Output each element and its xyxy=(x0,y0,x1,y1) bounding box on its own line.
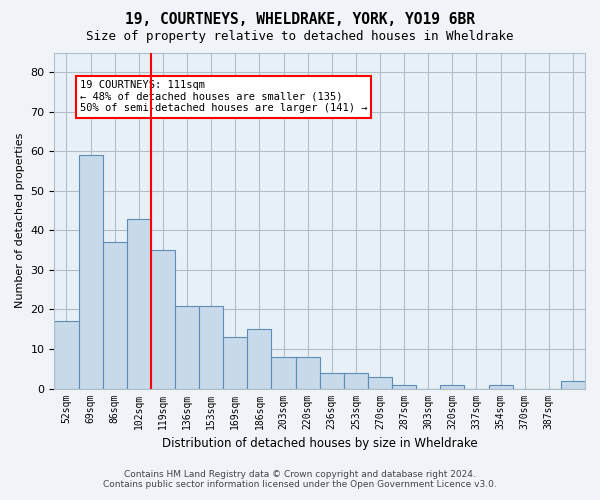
Bar xyxy=(392,384,416,388)
Bar xyxy=(296,357,320,388)
Bar xyxy=(175,306,199,388)
Bar xyxy=(488,384,512,388)
Bar xyxy=(151,250,175,388)
X-axis label: Distribution of detached houses by size in Wheldrake: Distribution of detached houses by size … xyxy=(162,437,478,450)
Bar xyxy=(320,372,344,388)
Bar xyxy=(55,322,79,388)
Text: Contains HM Land Registry data © Crown copyright and database right 2024.
Contai: Contains HM Land Registry data © Crown c… xyxy=(103,470,497,489)
Bar xyxy=(344,372,368,388)
Bar xyxy=(103,242,127,388)
Text: 19, COURTNEYS, WHELDRAKE, YORK, YO19 6BR: 19, COURTNEYS, WHELDRAKE, YORK, YO19 6BR xyxy=(125,12,475,28)
Text: 19 COURTNEYS: 111sqm
← 48% of detached houses are smaller (135)
50% of semi-deta: 19 COURTNEYS: 111sqm ← 48% of detached h… xyxy=(80,80,367,114)
Y-axis label: Number of detached properties: Number of detached properties xyxy=(15,133,25,308)
Bar xyxy=(223,337,247,388)
Bar xyxy=(440,384,464,388)
Bar xyxy=(561,380,585,388)
Bar xyxy=(79,156,103,388)
Bar xyxy=(199,306,223,388)
Bar xyxy=(247,330,271,388)
Bar xyxy=(271,357,296,388)
Text: Size of property relative to detached houses in Wheldrake: Size of property relative to detached ho… xyxy=(86,30,514,43)
Bar xyxy=(127,218,151,388)
Bar xyxy=(368,376,392,388)
